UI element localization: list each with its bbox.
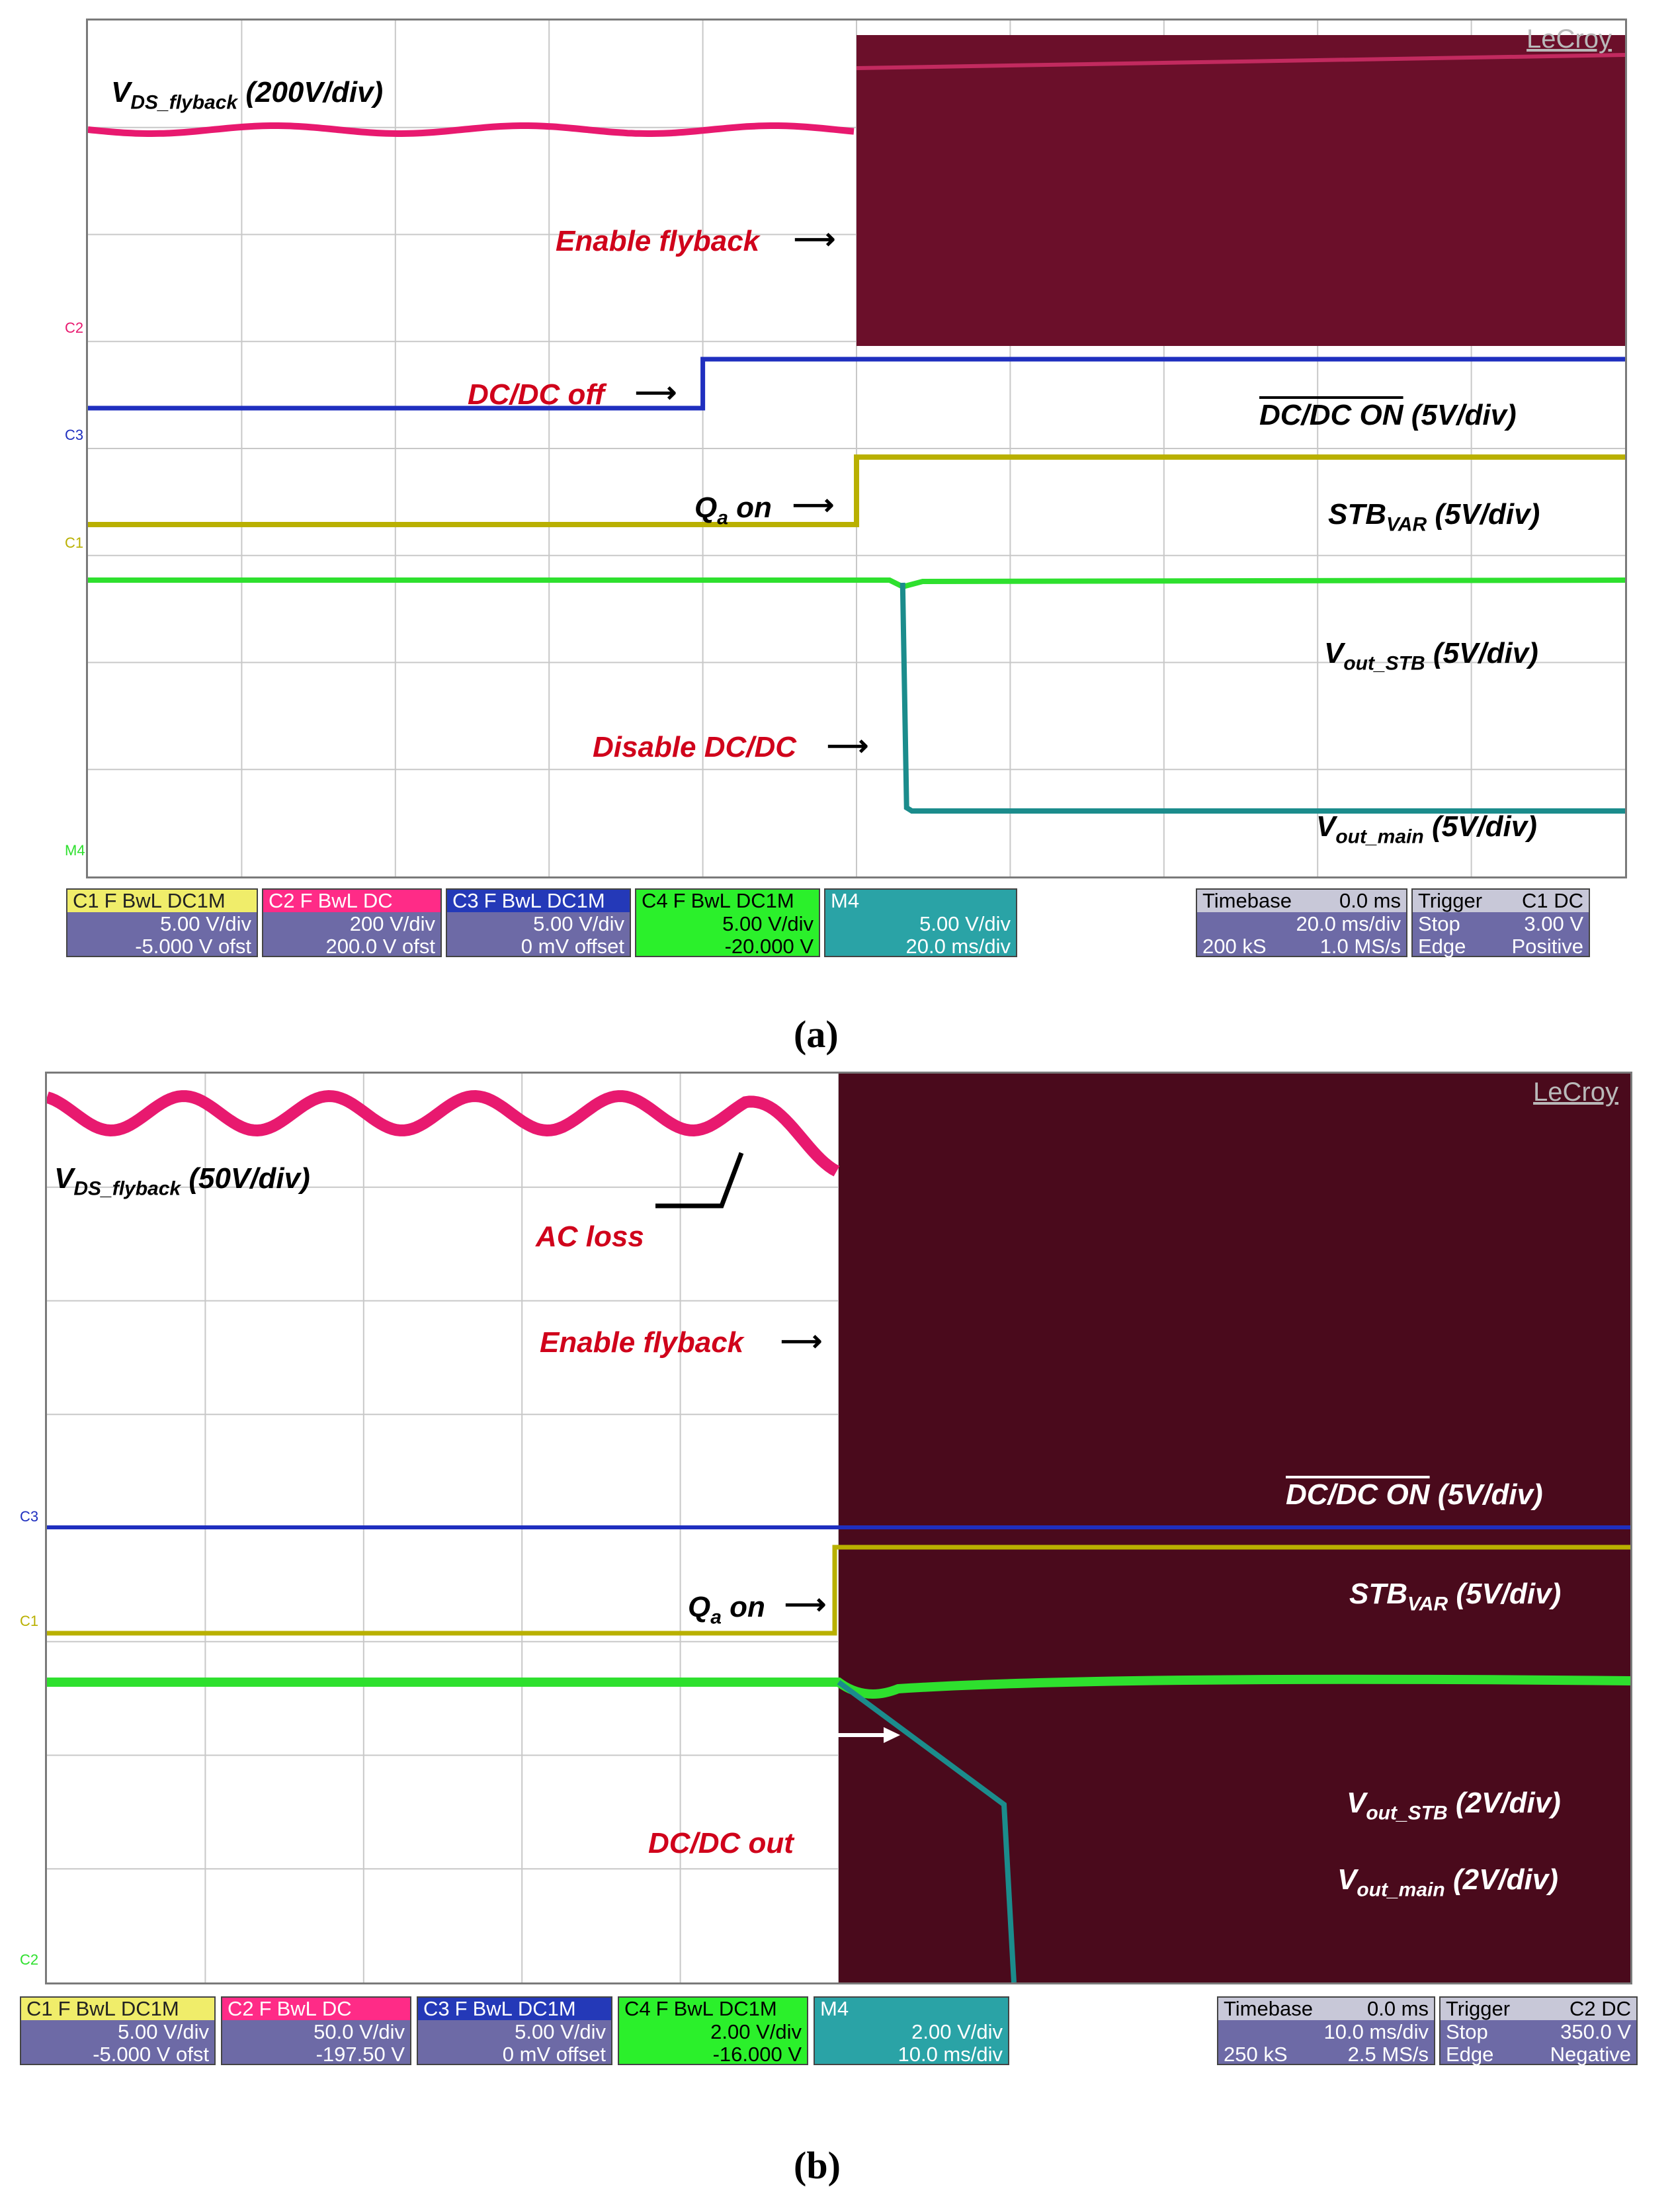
channel-box-c2[interactable]: C2 F BwL DC 200 V/div 200.0 V ofst — [262, 888, 442, 958]
annotation-disable-dcdc: Disable DC/DC — [593, 731, 797, 763]
brand-logo: LeCroy — [1533, 1078, 1618, 1107]
arrow-right-icon: ⟶ — [635, 376, 677, 409]
annotation-qa-on: Qa on — [694, 491, 772, 529]
label-vout-stb: Vout_STB (5V/div) — [1324, 637, 1538, 675]
settings-bar-b: C1 F BwL DC1M 5.00 V/div -5.000 V ofst C2 F B… — [20, 1996, 1653, 2066]
channel-box-c2[interactable]: C2 F BwL DC 50.0 V/div -197.50 V — [221, 1996, 411, 2066]
waveform-plot-a — [88, 21, 1625, 876]
channel-box-c3[interactable]: C3 F BwL DC1M 5.00 V/div 0 mV offset — [446, 888, 631, 958]
math-box-m4[interactable]: M4 5.00 V/div 20.0 ms/div — [824, 888, 1017, 958]
math-box-m4[interactable]: M4 2.00 V/div 10.0 ms/div — [814, 1996, 1009, 2066]
caption-b: (b) — [794, 2144, 841, 2187]
channel-marker-c1: C1 — [20, 1613, 39, 1629]
trace-m4-vout-main — [900, 582, 1625, 814]
scope-screen-a: LeCroy — [86, 19, 1627, 878]
channel-marker-c1: C1 — [65, 534, 84, 551]
settings-bar-a: C1 F BwL DC1M 5.00 V/div -5.000 V ofst C2 F B… — [66, 888, 1601, 958]
arrow-dcdc-out-head — [884, 1727, 900, 1743]
label-vds-flyback: VDS_flyback (50V/div) — [54, 1162, 310, 1200]
trace-m4-vout-main — [837, 1680, 1017, 1982]
scope-panel-a: LeCroy C2 C3 C1 M4 VDS_flyback (200V/div… — [46, 19, 1627, 998]
trace-c1-stb-var — [88, 454, 1625, 527]
flyback-switching-burst — [857, 35, 1625, 346]
channel-box-c3[interactable]: C3 F BwL DC1M 5.00 V/div 0 mV offset — [417, 1996, 612, 2066]
scope-panel-b: LeCroy C3 C1 C2 VDS_flyback (50V/div) DC… — [0, 1072, 1674, 2130]
label-stb-var: STBVAR (5V/div) — [1349, 1578, 1562, 1615]
trace-c2-vds — [88, 122, 855, 137]
trace-c2-envelope — [856, 53, 1625, 70]
channel-marker-c2: C2 — [20, 1951, 39, 1968]
arrow-right-icon: ⟶ — [827, 730, 869, 762]
trace-c1-stb-var — [47, 1545, 1630, 1636]
label-vout-main: Vout_main (2V/div) — [1337, 1863, 1558, 1901]
trigger-box[interactable]: Trigger C2 DC Stop 350.0 V Edge Negative — [1439, 1996, 1638, 2066]
annotation-enable-flyback: Enable flyback — [540, 1326, 744, 1359]
arrow-right-icon: ⟶ — [794, 223, 836, 255]
label-vout-stb: Vout_STB (2V/div) — [1347, 1787, 1561, 1824]
trigger-box[interactable]: Trigger C1 DC Stop 3.00 V Edge Positive — [1411, 888, 1590, 958]
annotation-enable-flyback: Enable flyback — [556, 225, 760, 257]
label-dcdc-on: DC/DC ON (5V/div) — [1286, 1478, 1543, 1511]
channel-marker-c2: C2 — [65, 319, 84, 336]
channel-box-c4[interactable]: C4 F BwL DC1M 5.00 V/div -20.000 V — [635, 888, 820, 958]
scope-screen-b: LeCroy — [45, 1072, 1632, 1984]
label-stb-var: STBVAR (5V/div) — [1328, 498, 1540, 536]
label-vout-main: Vout_main (5V/div) — [1316, 810, 1537, 848]
trace-c3-dcdc-on — [88, 357, 1625, 411]
brand-logo: LeCroy — [1527, 24, 1612, 54]
channel-box-c1[interactable]: C1 F BwL DC1M 5.00 V/div -5.000 V ofst — [66, 888, 258, 958]
timebase-box[interactable]: Timebase 0.0 ms 10.0 ms/div 250 kS 2.5 MS/… — [1217, 1996, 1435, 2066]
channel-box-c4[interactable]: C4 F BwL DC1M 2.00 V/div -16.000 V — [618, 1996, 808, 2066]
trace-c2-vds — [47, 1089, 840, 1177]
annotation-qa-on: Qa on — [688, 1591, 765, 1629]
arrow-right-icon: ⟶ — [792, 489, 835, 521]
annotation-dcdc-out: DC/DC out — [648, 1827, 794, 1859]
arrow-right-icon: ⟶ — [780, 1325, 823, 1357]
waveform-plot-b — [47, 1074, 1630, 1982]
channel-marker-m4: M4 — [65, 842, 85, 859]
label-vds-flyback: VDS_flyback (200V/div) — [111, 76, 384, 114]
label-dcdc-on: DC/DC ON (5V/div) — [1259, 399, 1517, 431]
channel-marker-c3: C3 — [65, 427, 84, 443]
channel-box-c1[interactable]: C1 F BwL DC1M 5.00 V/div -5.000 V ofst — [20, 1996, 216, 2066]
channel-marker-c3: C3 — [20, 1508, 39, 1525]
trace-c4-vout-stb — [47, 1674, 1630, 1699]
arrow-ac-loss — [655, 1152, 744, 1209]
annotation-dcdc-off: DC/DC off — [468, 378, 605, 411]
arrow-right-icon: ⟶ — [784, 1588, 827, 1621]
annotation-ac-loss: AC loss — [536, 1220, 644, 1253]
timebase-box[interactable]: Timebase 0.0 ms 20.0 ms/div 200 kS 1.0 MS/… — [1196, 888, 1407, 958]
caption-a: (a) — [794, 1013, 839, 1056]
